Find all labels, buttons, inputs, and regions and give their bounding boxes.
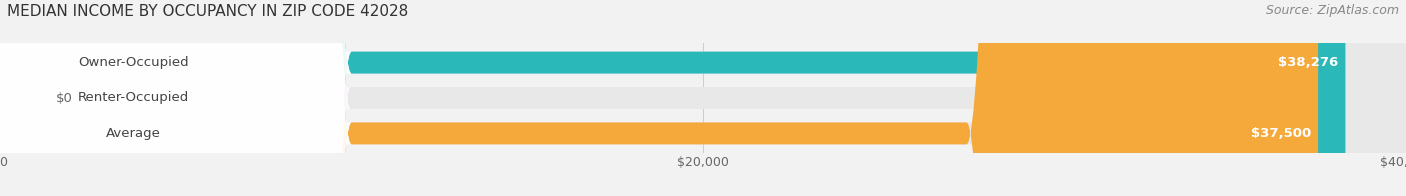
FancyBboxPatch shape	[0, 0, 352, 196]
FancyBboxPatch shape	[0, 0, 352, 196]
Text: Owner-Occupied: Owner-Occupied	[79, 56, 188, 69]
Text: Source: ZipAtlas.com: Source: ZipAtlas.com	[1265, 4, 1399, 17]
Text: MEDIAN INCOME BY OCCUPANCY IN ZIP CODE 42028: MEDIAN INCOME BY OCCUPANCY IN ZIP CODE 4…	[7, 4, 408, 19]
Text: Average: Average	[105, 127, 162, 140]
Text: $37,500: $37,500	[1251, 127, 1312, 140]
Text: Renter-Occupied: Renter-Occupied	[77, 92, 190, 104]
FancyBboxPatch shape	[0, 0, 1319, 196]
Text: $38,276: $38,276	[1278, 56, 1339, 69]
FancyBboxPatch shape	[0, 0, 352, 196]
Text: $0: $0	[56, 92, 73, 104]
FancyBboxPatch shape	[0, 0, 352, 196]
FancyBboxPatch shape	[0, 0, 1346, 196]
